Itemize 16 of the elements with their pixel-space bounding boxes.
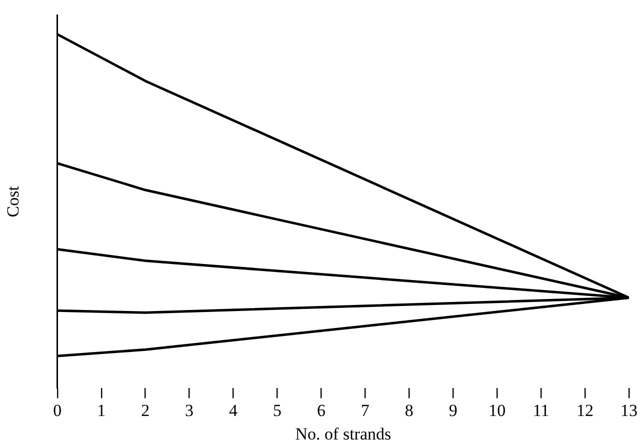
x-tick-label: 11 xyxy=(532,400,550,420)
x-tick-label: 0 xyxy=(53,400,62,420)
x-tick-label: 12 xyxy=(576,400,594,420)
x-tick-label: 6 xyxy=(316,400,326,420)
x-tick-label: 2 xyxy=(141,400,150,420)
x-tick-label: 4 xyxy=(229,400,238,420)
x-tick-label: 5 xyxy=(272,400,282,420)
x-tick-label: 10 xyxy=(488,400,506,420)
x-tick-label: 3 xyxy=(185,400,194,420)
x-tick-label: 9 xyxy=(448,400,458,420)
x-axis-title: No. of strands xyxy=(295,424,392,444)
x-tick-label: 8 xyxy=(404,400,414,420)
x-tick-label: 1 xyxy=(97,400,106,420)
x-tick-label: 7 xyxy=(360,400,370,420)
x-tick-label: 13 xyxy=(620,400,638,420)
y-axis-title: Cost xyxy=(4,186,23,218)
